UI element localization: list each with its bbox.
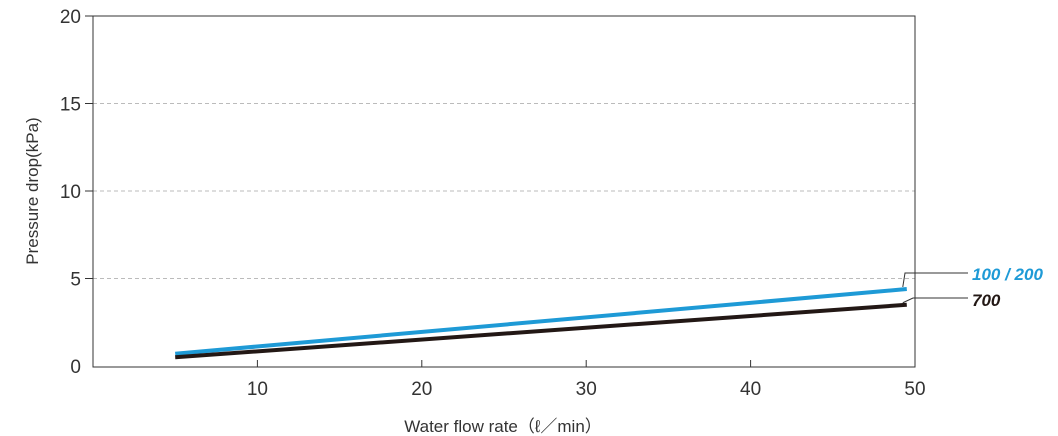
y-tick-label-20: 20	[60, 7, 81, 28]
series-line-100-200	[175, 287, 907, 356]
series-label-700: 700	[972, 291, 1001, 310]
y-axis-title: Pressure drop(kPa)	[23, 117, 42, 264]
series-label-100-200: 100 / 200	[972, 265, 1043, 284]
tick-layer: 0 5 10 15 20 10 20 30 40 50	[60, 7, 926, 400]
x-tick-label-50: 50	[904, 379, 925, 400]
y-tick-label-10: 10	[60, 182, 81, 203]
x-tick-label-40: 40	[740, 379, 761, 400]
y-tick-label-15: 15	[60, 95, 81, 116]
x-tick-label-10: 10	[247, 379, 268, 400]
x-tick-label-30: 30	[576, 379, 597, 400]
x-axis-title: Water flow rate（ℓ／min）	[404, 417, 602, 436]
series-leader-layer: 100 / 200 700	[902, 265, 1043, 310]
grid-layer	[93, 103, 915, 279]
y-tick-label-0: 0	[70, 357, 81, 378]
series-line-700	[175, 302, 907, 360]
series-leader-line-700	[902, 297, 968, 304]
series-leader-line-100-200	[902, 272, 968, 288]
y-tick-label-5: 5	[70, 270, 81, 291]
x-tick-label-20: 20	[411, 379, 432, 400]
series-layer	[175, 287, 907, 360]
